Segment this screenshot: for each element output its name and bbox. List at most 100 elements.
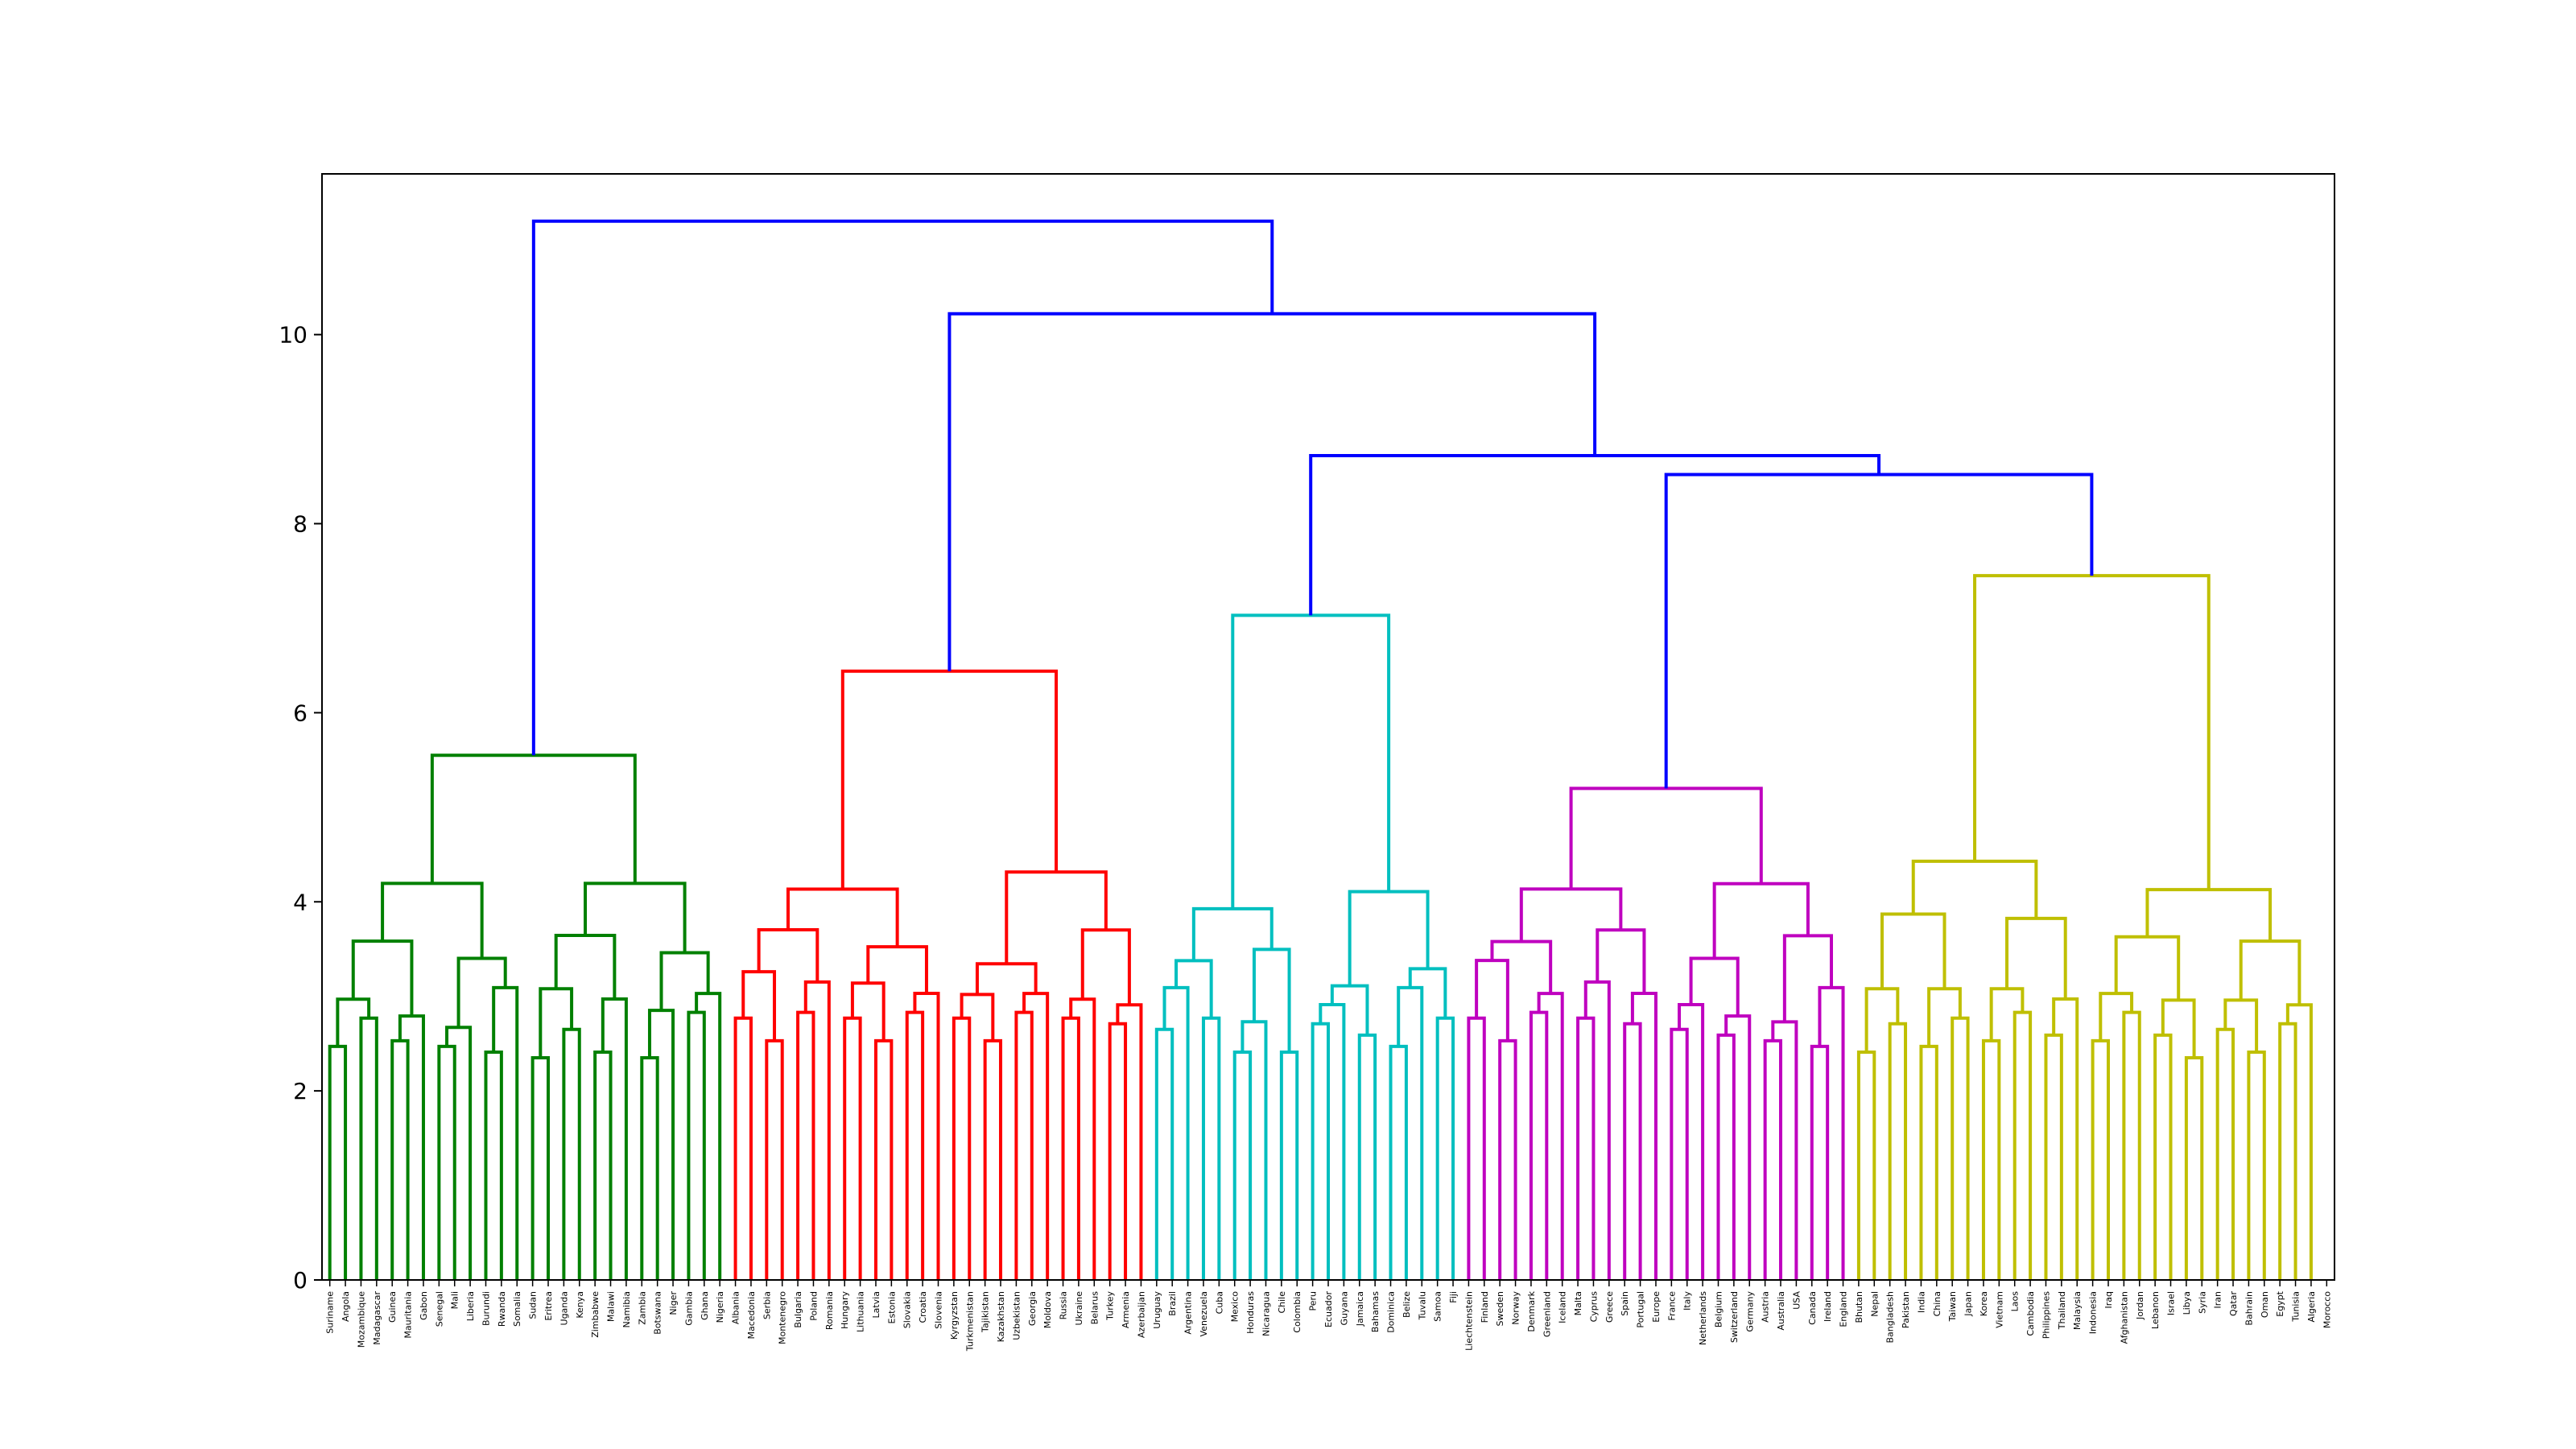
leaf-label: Gabon <box>419 1291 429 1320</box>
leaf-label: Iran <box>2213 1291 2223 1309</box>
dendrogram-link <box>593 1050 613 1280</box>
leaf-label: Bangladesh <box>1885 1291 1896 1344</box>
leaf-label: Dominica <box>1386 1291 1397 1333</box>
leaf-label: Honduras <box>1245 1291 1256 1334</box>
dendrogram-link <box>695 992 722 1280</box>
leaf-label: Iceland <box>1558 1291 1568 1323</box>
leaf-label: Malawi <box>606 1291 617 1322</box>
leaf-label: Lithuania <box>856 1291 866 1332</box>
leaf-label: Ecuador <box>1323 1291 1334 1327</box>
y-tick-label: 6 <box>293 700 308 726</box>
dendrogram-link <box>1069 997 1096 1280</box>
dendrogram-link <box>554 934 617 1000</box>
dendrogram-link <box>1311 1022 1330 1280</box>
dendrogram-link <box>1630 991 1657 1280</box>
leaf-label: Senegal <box>434 1291 444 1327</box>
leaf-label: Belgium <box>1713 1291 1724 1327</box>
leaf-label: Venezuela <box>1199 1291 1209 1337</box>
leaf-label: Nigeria <box>715 1291 725 1323</box>
leaf-label: China <box>1932 1291 1942 1316</box>
leaf-label: France <box>1666 1291 1677 1321</box>
leaf-label: Uruguay <box>1152 1291 1162 1329</box>
leaf-label: Nepal <box>1869 1291 1880 1317</box>
leaf-label: Australia <box>1776 1291 1786 1331</box>
leaf-label: Montenegro <box>778 1291 788 1344</box>
dendrogram-link <box>2223 998 2259 1052</box>
leaf-label: Russia <box>1059 1291 1069 1319</box>
dendrogram-links <box>328 219 2313 1280</box>
dendrogram-link <box>765 1038 784 1280</box>
dendrogram-link <box>1490 939 1553 994</box>
dendrogram-link <box>2005 916 2067 1000</box>
leaf-label: Kyrgyzstan <box>949 1291 960 1340</box>
leaf-label: England <box>1839 1291 1849 1327</box>
dendrogram-link <box>2184 1056 2204 1280</box>
leaf-label: Kazakhstan <box>996 1291 1006 1342</box>
leaf-label: Finland <box>1480 1291 1490 1323</box>
x-axis: Suriname Angola Mozambique Madagascar Guinea… <box>325 1280 2332 1352</box>
leaf-label: Colombia <box>1292 1291 1302 1333</box>
dendrogram-link <box>1232 1050 1253 1280</box>
dendrogram-link <box>640 1056 659 1280</box>
leaf-label: Libya <box>2182 1291 2192 1315</box>
leaf-label: Sweden <box>1495 1291 1505 1326</box>
dendrogram-link <box>1529 1010 1549 1280</box>
leaf-label: Jordan <box>2135 1291 2145 1320</box>
leaf-label: Bulgaria <box>793 1291 803 1328</box>
dendrogram-link <box>1241 1020 1268 1280</box>
leaf-label: Suriname <box>325 1291 336 1334</box>
leaf-label: Malaysia <box>2072 1291 2083 1330</box>
leaf-label: Chile <box>1277 1291 1287 1314</box>
dendrogram-link <box>1231 613 1391 909</box>
leaf-label: Kenya <box>575 1291 585 1319</box>
y-tick-label: 10 <box>279 322 308 349</box>
leaf-label: Romania <box>824 1291 835 1330</box>
dendrogram-link <box>659 951 710 1011</box>
dendrogram-link <box>390 1038 410 1280</box>
leaf-label: Netherlands <box>1698 1291 1708 1345</box>
leaf-label: Oman <box>2260 1291 2270 1318</box>
dendrogram-link <box>1763 1038 1783 1280</box>
leaf-label: Namibia <box>621 1291 632 1328</box>
dendrogram-link <box>983 1038 1003 1280</box>
dendrogram-link <box>1279 1050 1299 1280</box>
leaf-label: Liechtenstein <box>1463 1291 1474 1351</box>
dendrogram-link <box>584 881 687 953</box>
leaf-label: Bahrain <box>2244 1291 2254 1326</box>
dendrogram-link <box>1108 1022 1128 1280</box>
leaf-label: Fiji <box>1448 1291 1459 1303</box>
leaf-label: Greece <box>1604 1291 1615 1323</box>
leaf-label: Estonia <box>886 1291 897 1324</box>
dendrogram-link <box>1475 959 1509 1041</box>
leaf-label: Uzbekistan <box>1011 1291 1022 1340</box>
leaf-label: Botswana <box>653 1291 663 1335</box>
leaf-label: Greenland <box>1542 1291 1552 1337</box>
leaf-label: Azerbaijan <box>1136 1291 1146 1338</box>
leaf-label: Tunisia <box>2291 1291 2301 1323</box>
leaf-label: Ukraine <box>1074 1291 1084 1326</box>
dendrogram-link <box>1989 987 2025 1041</box>
leaf-label: Ireland <box>1823 1291 1833 1322</box>
leaf-label: Canada <box>1807 1291 1818 1325</box>
dendrogram-link <box>687 1010 706 1280</box>
leaf-label: Vietnam <box>1994 1291 2004 1328</box>
leaf-label: Qatar <box>2228 1291 2239 1316</box>
leaf-label: Germany <box>1744 1291 1755 1332</box>
leaf-label: Norway <box>1511 1291 1521 1325</box>
dendrogram-link <box>840 669 1059 890</box>
leaf-label: Japan <box>1963 1291 1974 1317</box>
dendrogram-link <box>1319 1003 1346 1280</box>
dendrogram-link <box>1014 1010 1034 1280</box>
y-tick-label: 2 <box>293 1078 308 1104</box>
leaf-label: Cuba <box>1214 1291 1224 1314</box>
leaf-label: Madagascar <box>372 1291 382 1345</box>
leaf-label: Europe <box>1651 1291 1662 1323</box>
leaf-label: Mozambique <box>356 1291 366 1348</box>
leaf-label: Niger <box>668 1291 679 1315</box>
dendrogram-link <box>1678 1003 1705 1280</box>
leaf-label: Guyana <box>1339 1291 1349 1325</box>
leaf-label: Rwanda <box>497 1291 507 1327</box>
dendrogram-link <box>905 1010 925 1280</box>
